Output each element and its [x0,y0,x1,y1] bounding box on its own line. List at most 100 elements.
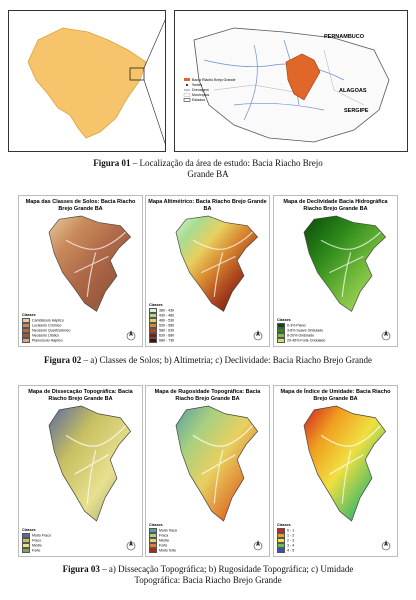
legend-entry: 3-8% Suave Ondulado [277,327,325,333]
legend-swatch [149,307,157,313]
map-title: Mapa de Declividade Bacia Hidrográfica R… [283,199,388,212]
map-panel: Mapa de Índice de Umidade: Bacia Riacho … [273,385,398,557]
basin-shape [303,405,387,522]
north-arrow [384,540,388,546]
legend-label: Fraco [32,538,42,543]
caption-text: – a) Classes de Solos; b) Altimetria; c)… [83,355,372,365]
legend-entry: 530 - 580 [149,322,174,328]
basin [48,405,132,522]
map-panel: Mapa de Dissecação Topográfica: Bacia Ri… [18,385,143,557]
north-arrow [129,330,133,336]
drainage [192,231,253,297]
legend-swatch [277,532,285,538]
basin-shape [48,215,132,312]
legend-entry: Média [149,537,177,543]
legend-entry: 8-20% Ondulado [277,332,325,338]
legend-swatch [149,312,157,318]
legend-swatch [149,322,157,328]
drainage [65,425,126,504]
legend-entry: 20-45% Forte Ondulado [277,337,326,343]
map [175,405,263,551]
map-panel: Mapa Altimétrico: Bacia Riacho Brejo Gra… [145,195,270,347]
map-label: ALAGOAS [339,88,367,94]
caption-text: – a) Dissecação Topográfica; b) Rugosida… [102,564,354,585]
legend-title: Classes [149,523,163,528]
basin [175,405,259,522]
legend-swatch [277,537,285,543]
legend-label: 480 - 530 [159,318,175,323]
basin-shape [175,215,259,312]
legend-label: Muito forte [159,548,176,553]
legend-swatch [149,542,157,548]
north-arrow [129,540,133,546]
legend-swatch [22,542,30,548]
legend-entry: Drenagem [192,88,209,92]
legend: Classes 380 - 430 430 - 480 480 - 530 530 - … [149,303,174,343]
legend-entry: Municípios [192,93,209,97]
map [48,215,136,341]
legend-entry: Muito fraca [149,527,177,533]
legend-entry: Neossolo Litólico [22,332,71,338]
map [303,405,391,551]
north-arrow [256,540,260,546]
legend-swatch [149,332,157,338]
legend-label: Luvissolo Crômico [32,323,62,328]
basin [303,215,387,312]
legend-swatch [22,337,30,343]
legend-label: Planossolo Háplico [32,338,63,343]
map-title: Mapa de Dissecação Topográfica: Bacia Ri… [28,389,133,402]
map-label: PERNAMBUCO [324,34,365,40]
legend-swatch [277,337,285,343]
drainage [192,425,253,504]
legend: Classes Cambissolo Háplico Luvissolo Crômi… [22,313,71,343]
drainage [65,231,126,297]
legend-entry: Cambissolo Háplico [22,317,71,323]
basin-shape [175,405,259,522]
legend-entry: Neossolo Quartzarênico [22,327,71,333]
legend-swatch [22,322,30,328]
legend: Classes 0-3% Plano 3-8% Suave Ondulado 8-20… [277,318,325,343]
legend-swatch [149,527,157,533]
legend: Classes Muito Fraco Fraco Médio Forte [22,528,51,553]
legend-label: 0 - 1 [287,528,295,533]
north-arrow [256,330,260,336]
map-panel: Mapa das Classes de Solos: Bacia Riacho … [18,195,143,347]
legend-title: Classes [22,528,36,533]
legend-label: 1 - 2 [287,533,295,538]
legend-label: Médio [32,543,42,548]
basin-shape [48,405,132,522]
legend-entry: 1 - 2 [277,532,295,538]
map-title: Mapa de Rugosidade Topográfica: Bacia Ri… [154,389,261,402]
legend-label: Muito fraca [159,528,177,533]
legend-label: Média [159,538,169,543]
legend-entry: 4 - 5 [277,547,295,553]
legend-title: Classes [277,523,291,528]
region-map: PERNAMBUCO ALAGOAS SERGIPE Bacia Riacho … [174,10,408,152]
map-panel: Mapa de Rugosidade Topográfica: Bacia Ri… [145,385,270,557]
basin-shape [303,215,387,312]
legend-entry: Forte [149,542,177,548]
legend-label: Cambissolo Háplico [32,318,64,323]
legend-label: 20-45% Forte Ondulado [287,338,326,343]
legend-entry: Forte [22,547,51,553]
map [303,215,391,341]
legend-swatch [277,547,285,553]
legend-label: 0-3% Plano [287,323,306,328]
legend-label: Neossolo Quartzarênico [32,328,71,333]
map-title: Mapa Altimétrico: Bacia Riacho Brejo Gra… [148,199,267,212]
legend-entry: Médio [22,542,51,548]
legend-title: Classes [277,318,291,323]
legend-swatch [149,317,157,323]
legend-swatch [277,527,285,533]
legend-label: 4 - 5 [287,548,295,553]
legend: Classes Muito fraca Fraca Média Forte Muito f… [149,523,177,553]
legend-entry: 2 - 3 [277,537,294,543]
map-title: Mapa de Índice de Umidade: Bacia Riacho … [280,389,391,402]
legend-label: 3 - 4 [287,543,295,548]
legend-title: Classes [149,303,163,308]
drainage [320,425,381,504]
legend-entry: Bacia Riacho Brejo Grande [192,78,236,82]
legend-label: 380 - 430 [159,308,175,313]
legend-entry: Muito Fraco [22,532,51,538]
brazil-map [8,10,166,152]
